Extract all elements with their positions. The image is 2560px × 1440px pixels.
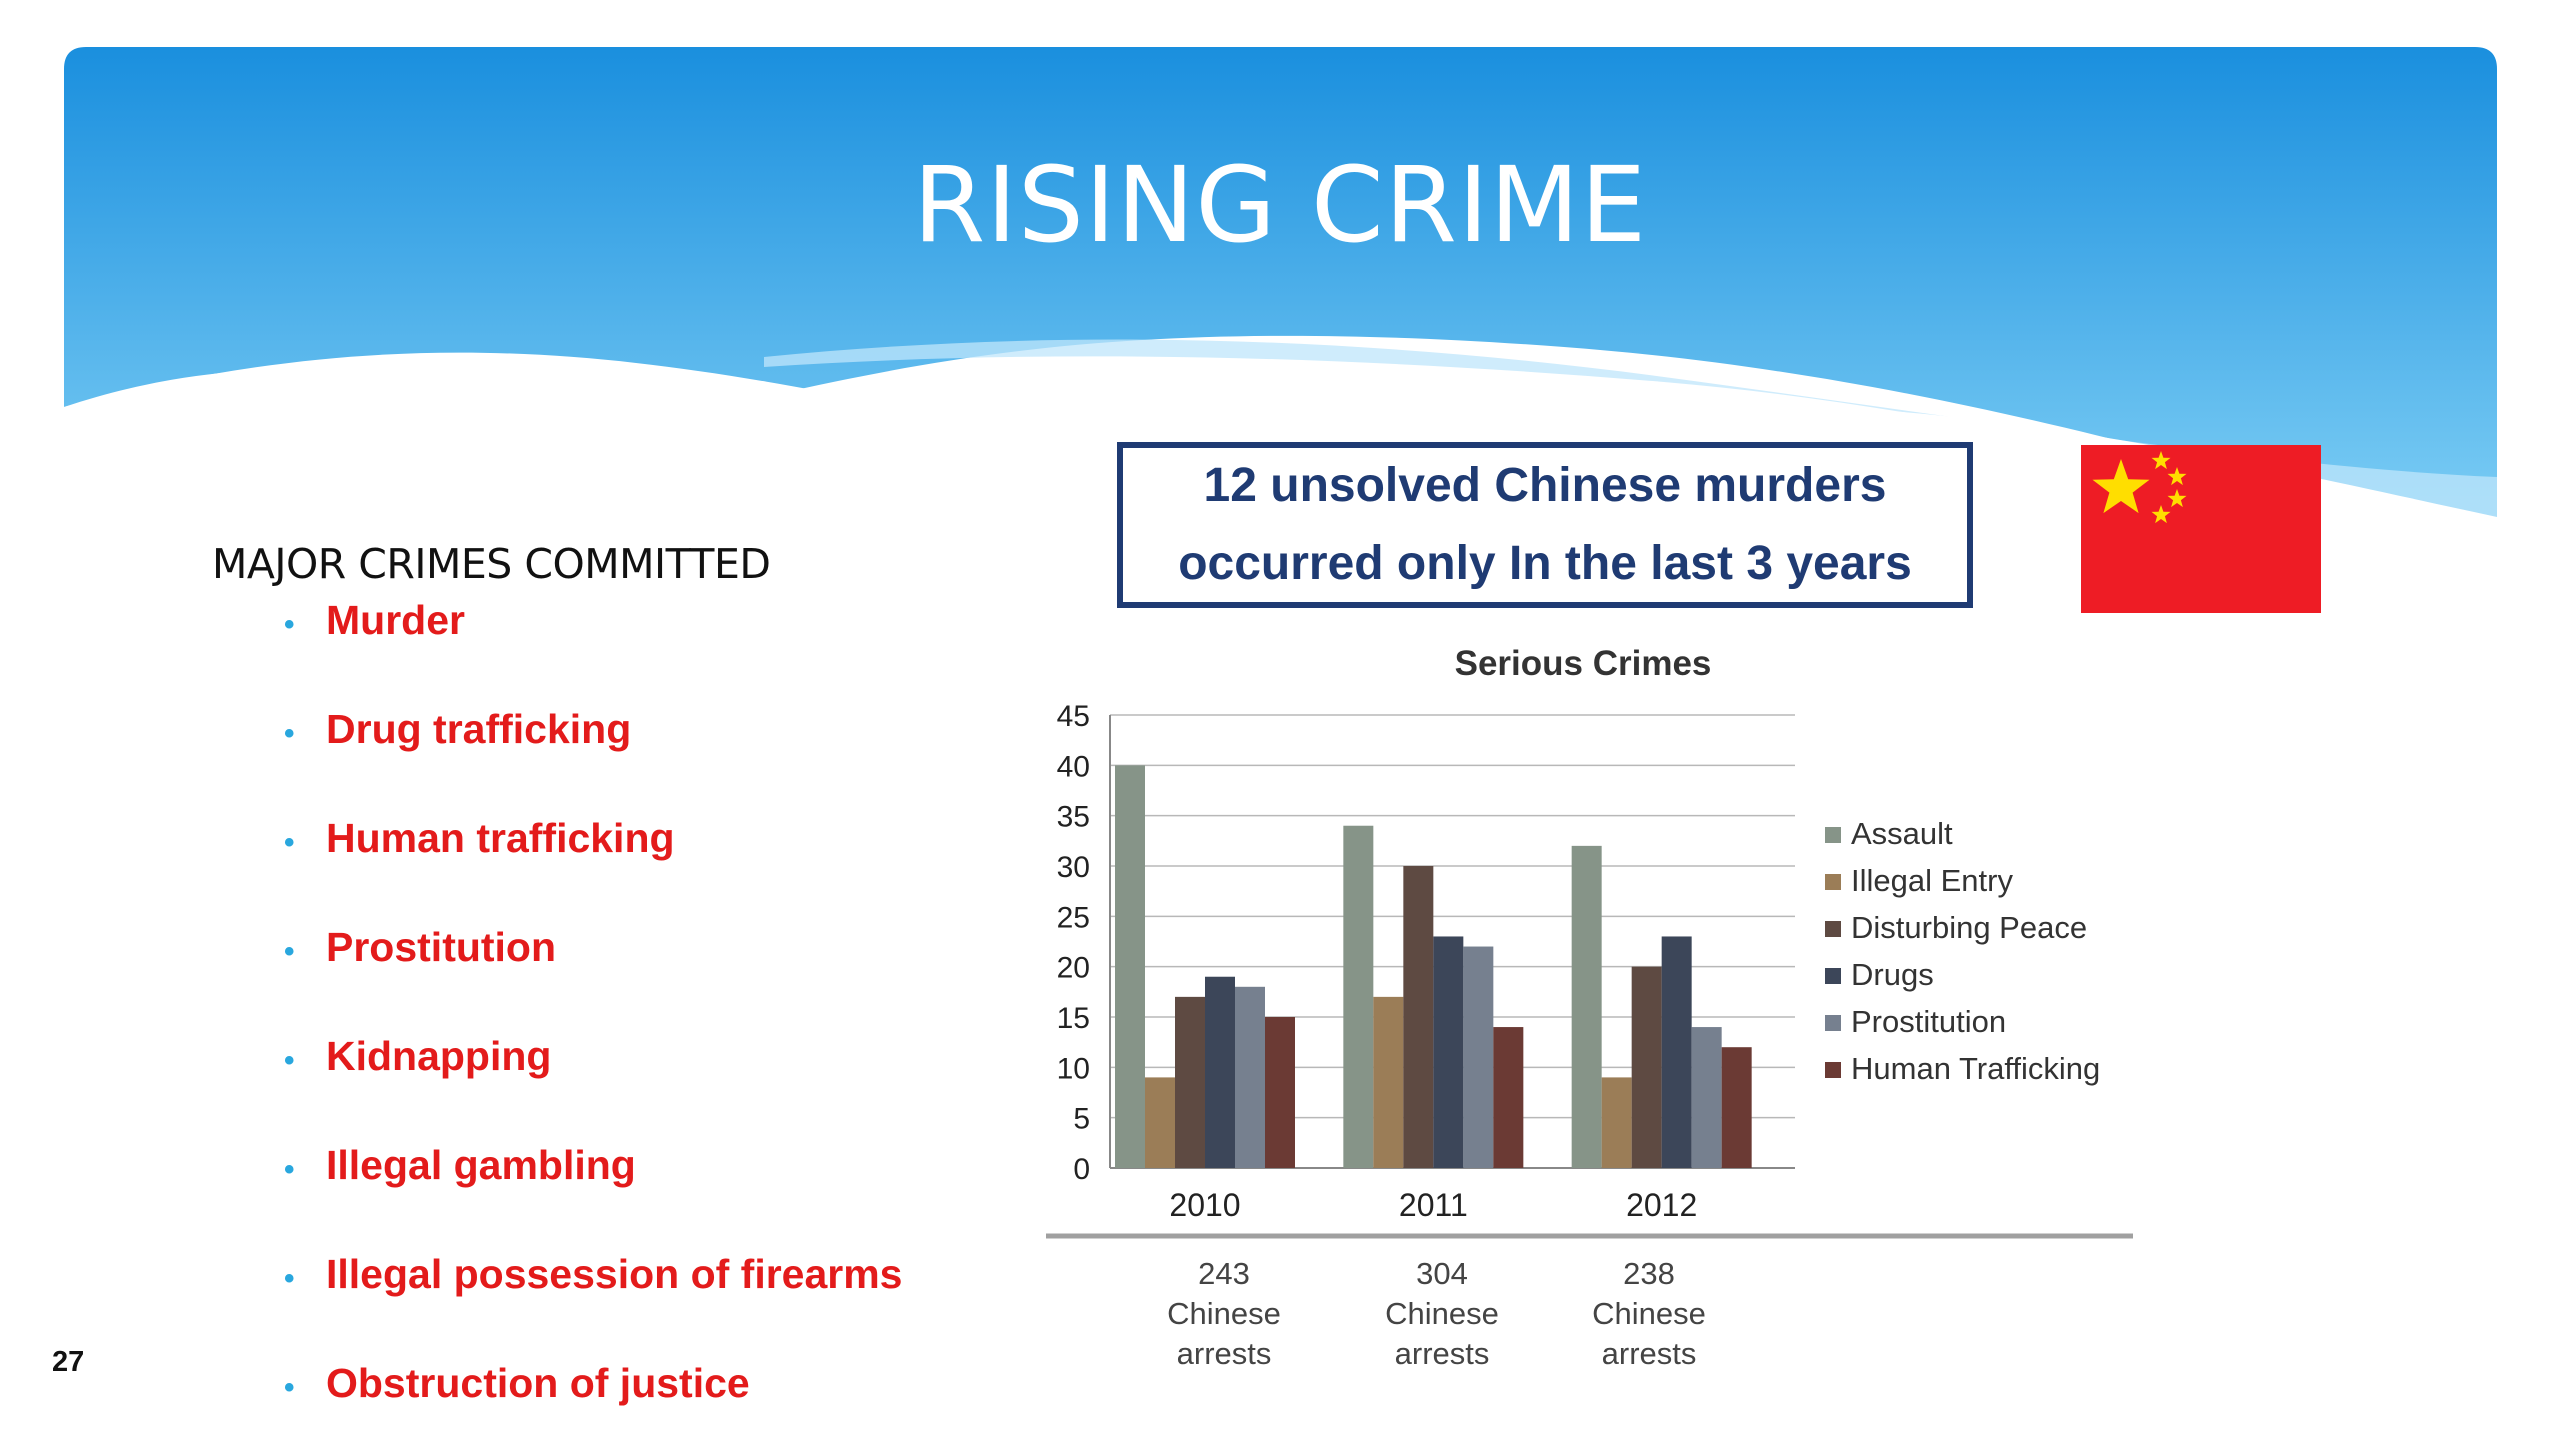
- page-number: 27: [52, 1346, 85, 1378]
- y-tick-label: 30: [1057, 851, 1090, 884]
- arrests-note: arrests: [1177, 1336, 1272, 1371]
- bar-assault: [1571, 845, 1602, 1168]
- crime-item: • Murder: [284, 590, 465, 650]
- legend-swatch: [1825, 1062, 1841, 1078]
- legend-swatch: [1825, 968, 1841, 984]
- bar-drugs: [1661, 936, 1692, 1168]
- crime-item: • Kidnapping: [284, 1026, 551, 1086]
- crime-item: • Drug trafficking: [284, 699, 631, 759]
- banner-wave-light: [764, 339, 2497, 537]
- bar-disturbing-peace: [1631, 966, 1662, 1168]
- crime-item: • Obstruction of justice: [284, 1353, 750, 1413]
- bar-assault: [1115, 765, 1145, 1168]
- y-tick-label: 0: [1073, 1153, 1090, 1186]
- legend-label: Drugs: [1851, 957, 1934, 992]
- bar-assault: [1343, 825, 1374, 1168]
- crime-item-label: Murder: [326, 597, 465, 643]
- bullet-icon: •: [284, 608, 295, 641]
- crime-item: • Illegal gambling: [284, 1135, 636, 1195]
- legend-label: Prostitution: [1851, 1004, 2006, 1039]
- slide-title: RISING CRIME: [912, 144, 1648, 266]
- legend-swatch: [1825, 1015, 1841, 1031]
- bullet-icon: •: [284, 1262, 295, 1295]
- flag-small-star-2: [2167, 467, 2187, 486]
- crime-item-label: Human trafficking: [326, 815, 675, 861]
- bar-drugs: [1433, 936, 1464, 1168]
- crime-item: • Human trafficking: [284, 808, 675, 868]
- crime-item-label: Illegal possession of firearms: [326, 1251, 903, 1297]
- bar-disturbing-peace: [1403, 866, 1434, 1168]
- arrests-note: Chinese: [1385, 1296, 1499, 1331]
- crime-item: • Prostitution: [284, 917, 556, 977]
- y-tick-label: 15: [1057, 1002, 1090, 1035]
- legend-label: Human Trafficking: [1851, 1051, 2100, 1086]
- crime-item-label: Illegal gambling: [326, 1142, 636, 1188]
- flag-large-star: [2092, 459, 2150, 514]
- crime-item: • Illegal possession of firearms: [284, 1244, 902, 1304]
- y-tick-label: 5: [1073, 1103, 1090, 1136]
- arrests-note: 243: [1198, 1256, 1250, 1291]
- bar-illegal-entry: [1601, 1077, 1632, 1168]
- flag-background: [2081, 445, 2321, 613]
- legend-swatch: [1825, 921, 1841, 937]
- legend-swatch: [1825, 827, 1841, 843]
- x-tick-label: 2012: [1626, 1187, 1697, 1223]
- bar-illegal-entry: [1145, 1077, 1175, 1168]
- bar-prostitution: [1235, 986, 1265, 1168]
- crime-item-label: Prostitution: [326, 924, 557, 970]
- arrests-note: Chinese: [1592, 1296, 1706, 1331]
- bar-human-trafficking: [1721, 1047, 1752, 1168]
- x-tick-label: 2011: [1399, 1187, 1468, 1223]
- serious-crimes-chart: Serious Crimes 0 5 10 15 20 25 30 35 40 45 2010 2011…: [1046, 644, 2133, 1371]
- flag-small-star-1: [2151, 451, 2171, 470]
- arrests-note: 238: [1623, 1256, 1675, 1291]
- flag-small-star-4: [2151, 505, 2171, 524]
- callout-box: 12 unsolved Chinese murders occurred onl…: [1117, 442, 1973, 608]
- crimes-heading: MAJOR CRIMES COMMITTED: [212, 540, 771, 588]
- bar-human-trafficking: [1265, 1017, 1295, 1168]
- bar-prostitution: [1463, 946, 1494, 1168]
- bar-human-trafficking: [1493, 1027, 1524, 1168]
- bullet-icon: •: [284, 717, 295, 750]
- bullet-icon: •: [284, 826, 295, 859]
- callout-line-2: occurred only In the last 3 years: [1178, 537, 1912, 590]
- chart-title: Serious Crimes: [1455, 644, 1712, 683]
- crime-item-label: Kidnapping: [326, 1033, 552, 1079]
- bar-disturbing-peace: [1175, 996, 1205, 1168]
- banner-shape: [64, 47, 2497, 537]
- y-tick-label: 25: [1057, 901, 1090, 934]
- callout-line-1: 12 unsolved Chinese murders: [1203, 459, 1887, 512]
- y-tick-label: 20: [1057, 952, 1090, 985]
- y-tick-label: 40: [1057, 750, 1090, 783]
- bar-illegal-entry: [1373, 996, 1404, 1168]
- bar-drugs: [1205, 976, 1235, 1168]
- bullet-icon: •: [284, 1044, 295, 1077]
- x-tick-label: 2010: [1169, 1187, 1240, 1223]
- bullet-icon: •: [284, 1371, 295, 1404]
- crime-item-label: Obstruction of justice: [326, 1360, 750, 1406]
- bar-prostitution: [1691, 1027, 1722, 1168]
- legend-swatch: [1825, 874, 1841, 890]
- arrests-note: 304: [1416, 1256, 1468, 1291]
- crime-item-label: Drug trafficking: [326, 706, 632, 752]
- y-tick-label: 45: [1057, 700, 1090, 733]
- arrests-note: arrests: [1602, 1336, 1697, 1371]
- arrests-note: arrests: [1395, 1336, 1490, 1371]
- bullet-icon: •: [284, 935, 295, 968]
- flag-small-star-3: [2167, 489, 2187, 508]
- legend-label: Disturbing Peace: [1851, 910, 2087, 945]
- y-tick-label: 35: [1057, 801, 1090, 834]
- legend-label: Assault: [1851, 816, 1953, 851]
- legend-label: Illegal Entry: [1851, 863, 2013, 898]
- y-tick-label: 10: [1057, 1052, 1090, 1085]
- arrests-note: Chinese: [1167, 1296, 1281, 1331]
- china-flag-icon: [2081, 445, 2321, 613]
- bullet-icon: •: [284, 1153, 295, 1186]
